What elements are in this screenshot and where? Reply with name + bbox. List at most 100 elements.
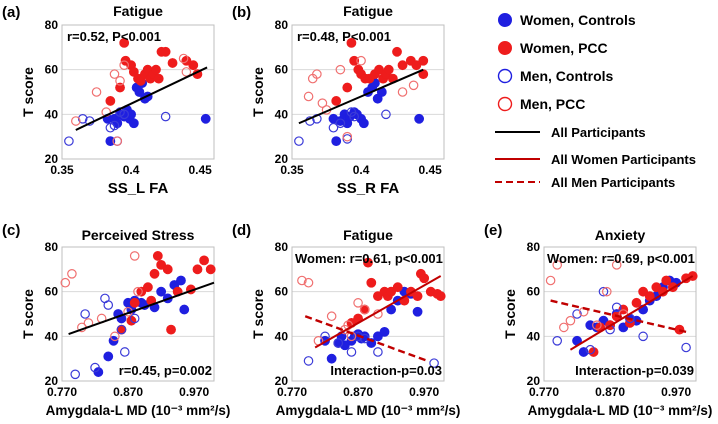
data-point bbox=[326, 353, 337, 364]
data-point bbox=[71, 116, 81, 126]
x-tick-label: 0.770 bbox=[529, 385, 559, 399]
legend-item-men-pcc: Men, PCC bbox=[497, 96, 585, 112]
chart-title: Fatigue bbox=[343, 3, 393, 19]
legend-label: Men, Controls bbox=[520, 68, 614, 84]
legend-marker bbox=[498, 13, 512, 27]
data-point bbox=[192, 264, 203, 275]
data-point bbox=[346, 37, 357, 48]
legend: Women, Controls Women, PCC Men, Controls Me… bbox=[495, 12, 696, 190]
x-axis-label: SS_R FA bbox=[337, 180, 400, 197]
data-point bbox=[381, 109, 391, 120]
data-point bbox=[331, 96, 342, 106]
data-point bbox=[119, 109, 129, 120]
data-point bbox=[545, 275, 556, 286]
data-point bbox=[611, 260, 622, 270]
data-point bbox=[598, 286, 609, 297]
series-men-pcc bbox=[545, 260, 629, 333]
data-point bbox=[67, 268, 77, 279]
data-point bbox=[601, 286, 612, 297]
data-point bbox=[408, 80, 419, 91]
data-point bbox=[129, 297, 140, 308]
y-axis-label: T score bbox=[502, 289, 518, 339]
data-point bbox=[176, 275, 186, 286]
data-point bbox=[411, 60, 422, 71]
data-point bbox=[552, 335, 563, 346]
data-point bbox=[110, 331, 120, 342]
data-point bbox=[661, 275, 672, 286]
data-point bbox=[103, 351, 114, 362]
data-point bbox=[112, 136, 123, 146]
data-point bbox=[181, 67, 192, 77]
fit-line-all-women-participants bbox=[314, 275, 442, 349]
data-point bbox=[418, 55, 429, 66]
x-tick-label: 0.45 bbox=[189, 163, 213, 177]
y-axis-label: T score bbox=[250, 67, 266, 117]
fit-line-all-participants bbox=[75, 66, 208, 131]
stat-annotation-bottom: r=0.45, p=0.002 bbox=[119, 363, 212, 378]
data-point bbox=[559, 322, 569, 333]
y-tick-label: 40 bbox=[45, 329, 59, 343]
series-men-controls bbox=[294, 107, 391, 146]
x-axis-label: Amygdala-L MD (10⁻³ mm²/s) bbox=[528, 403, 713, 418]
data-point bbox=[105, 96, 116, 106]
legend-marker bbox=[497, 96, 513, 112]
legend-label: All Women Participants bbox=[551, 152, 696, 167]
data-point bbox=[116, 324, 127, 335]
data-point bbox=[397, 87, 408, 97]
y-tick-label: 60 bbox=[527, 285, 541, 299]
data-point bbox=[631, 297, 642, 308]
data-point bbox=[418, 69, 429, 80]
data-point bbox=[366, 277, 377, 288]
data-point bbox=[297, 275, 307, 286]
stat-annotation-bottom: Interaction-p=0.03 bbox=[330, 363, 442, 378]
data-point bbox=[133, 286, 143, 297]
stat-annotation-bottom: Interaction-p=0.039 bbox=[575, 363, 694, 378]
legend-item-all-men-participants: All Men Participants bbox=[495, 175, 675, 190]
data-point bbox=[115, 76, 125, 86]
x-tick-label: 0.970 bbox=[179, 385, 209, 399]
x-axis-label: SS_L FA bbox=[108, 180, 169, 197]
data-point bbox=[119, 37, 130, 48]
legend-marker bbox=[498, 41, 512, 55]
data-point bbox=[149, 268, 160, 279]
series-women-controls bbox=[328, 78, 425, 147]
y-tick-label: 40 bbox=[45, 107, 59, 121]
data-point bbox=[90, 362, 100, 373]
data-point bbox=[644, 291, 655, 302]
data-point bbox=[151, 64, 161, 75]
y-tick-label: 40 bbox=[275, 329, 289, 343]
series-women-pcc bbox=[331, 37, 429, 106]
plot-frame bbox=[291, 246, 445, 382]
data-point bbox=[585, 344, 596, 355]
y-tick-label: 80 bbox=[45, 18, 59, 32]
data-point bbox=[160, 46, 171, 57]
stat-annotation-top: Women: r=0.69, p<0.001 bbox=[547, 251, 695, 266]
data-point bbox=[91, 87, 102, 97]
data-point bbox=[153, 73, 164, 84]
data-point bbox=[205, 264, 216, 275]
data-point bbox=[379, 326, 390, 337]
x-tick-label: 0.970 bbox=[409, 385, 439, 399]
x-tick-label: 0.4 bbox=[353, 163, 370, 177]
y-tick-label: 80 bbox=[275, 18, 289, 32]
data-point bbox=[109, 120, 120, 131]
y-tick-label: 80 bbox=[275, 240, 289, 254]
x-tick-label: 0.4 bbox=[123, 163, 140, 177]
x-tick-label: 0.870 bbox=[595, 385, 625, 399]
x-tick-label: 0.45 bbox=[419, 163, 443, 177]
data-point bbox=[109, 69, 120, 79]
data-point bbox=[303, 277, 314, 288]
data-point bbox=[638, 331, 648, 342]
data-point bbox=[412, 291, 423, 302]
data-point bbox=[681, 342, 691, 353]
data-point bbox=[349, 55, 360, 66]
y-tick-label: 60 bbox=[275, 63, 289, 77]
data-point bbox=[60, 277, 71, 288]
fit-line-all-men-participants bbox=[550, 299, 687, 334]
y-tick-label: 20 bbox=[527, 374, 541, 388]
series-women-pcc bbox=[105, 37, 203, 106]
data-point bbox=[383, 64, 394, 75]
data-point bbox=[374, 64, 384, 75]
data-point bbox=[115, 82, 125, 93]
data-point bbox=[64, 136, 74, 146]
